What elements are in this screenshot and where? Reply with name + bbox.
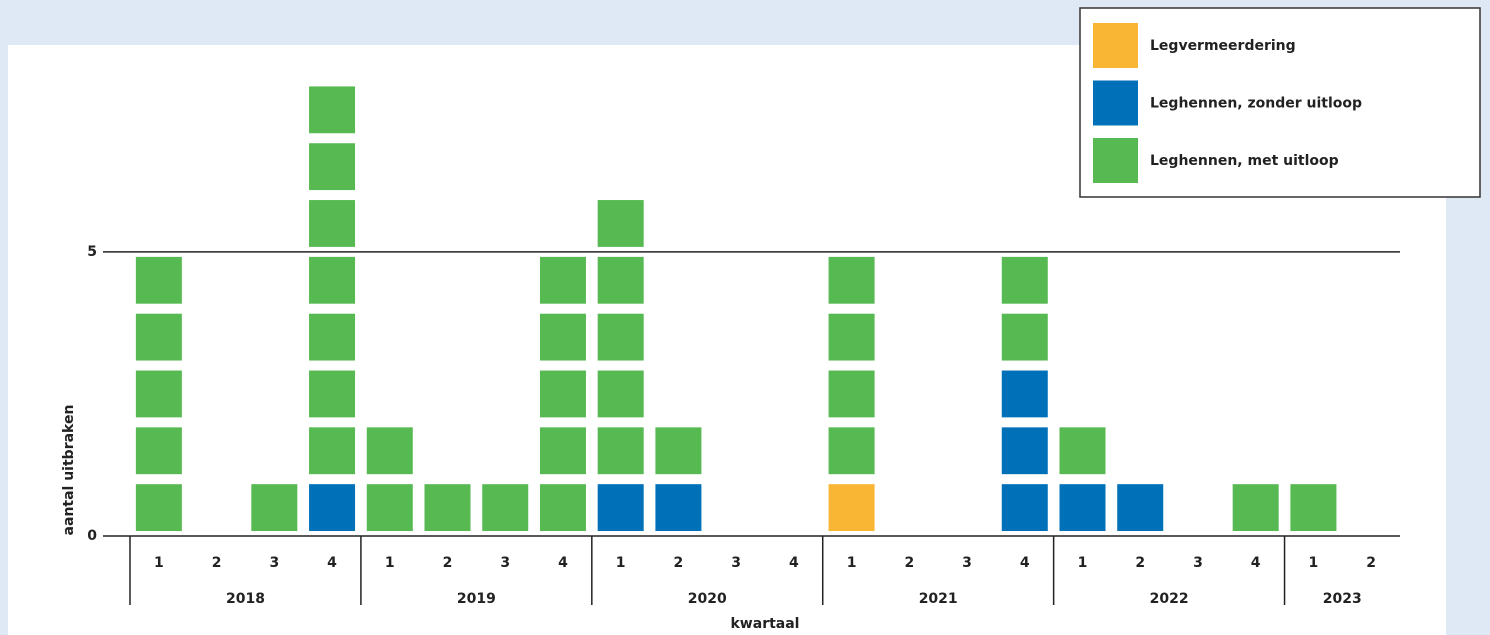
x-group-label: 2022 xyxy=(1150,591,1189,607)
unit-block xyxy=(655,427,702,475)
x-tick-label: 2 xyxy=(212,555,222,571)
unit-block xyxy=(1001,370,1048,418)
y-tick-label: 0 xyxy=(87,528,97,544)
unit-block xyxy=(135,484,182,531)
x-tick-label: 4 xyxy=(558,555,568,571)
x-group-label: 2019 xyxy=(457,591,496,607)
unit-block xyxy=(309,484,356,531)
unit-block xyxy=(1117,484,1164,531)
unit-block xyxy=(1290,484,1337,531)
unit-block xyxy=(539,370,586,418)
unit-block xyxy=(655,484,702,531)
unit-block xyxy=(366,484,413,531)
x-tick-label: 4 xyxy=(1251,555,1261,571)
x-tick-label: 4 xyxy=(327,555,337,571)
unit-block xyxy=(309,370,356,418)
x-tick-label: 1 xyxy=(385,555,395,571)
legend-label: Leghennen, zonder uitloop xyxy=(1150,96,1362,112)
x-group-label: 2018 xyxy=(226,591,265,607)
x-tick-label: 2 xyxy=(674,555,684,571)
unit-block xyxy=(1001,484,1048,531)
unit-block xyxy=(309,256,356,304)
x-tick-label: 4 xyxy=(789,555,799,571)
unit-block xyxy=(135,256,182,304)
unit-block xyxy=(597,200,644,247)
unit-block xyxy=(597,427,644,475)
x-tick-label: 3 xyxy=(1193,555,1203,571)
x-tick-label: 3 xyxy=(500,555,510,571)
unit-block xyxy=(539,256,586,304)
unit-block xyxy=(424,484,471,531)
x-tick-label: 3 xyxy=(962,555,972,571)
unit-block xyxy=(1232,484,1279,531)
legend-label: Leghennen, met uitloop xyxy=(1150,153,1339,169)
y-axis-title: aantal uitbraken xyxy=(61,405,77,536)
unit-block xyxy=(309,427,356,475)
unit-block xyxy=(309,313,356,361)
unit-block xyxy=(828,484,875,531)
legend-swatch xyxy=(1093,80,1138,126)
unit-block xyxy=(309,143,356,191)
unit-block xyxy=(309,86,356,134)
x-axis-title: kwartaal xyxy=(731,616,800,632)
legend-swatch xyxy=(1093,23,1138,68)
unit-block xyxy=(828,256,875,304)
unit-block xyxy=(135,370,182,418)
x-tick-label: 3 xyxy=(731,555,741,571)
x-tick-label: 1 xyxy=(154,555,164,571)
unit-block xyxy=(366,427,413,475)
x-tick-label: 2 xyxy=(1135,555,1145,571)
x-tick-label: 1 xyxy=(616,555,626,571)
legend-box xyxy=(1079,7,1481,198)
unit-block xyxy=(828,427,875,475)
x-tick-label: 2 xyxy=(443,555,453,571)
y-tick-label: 5 xyxy=(87,244,97,260)
unit-block xyxy=(828,370,875,418)
unit-block xyxy=(1059,484,1106,531)
unit-block xyxy=(539,313,586,361)
x-group-label: 2021 xyxy=(919,591,958,607)
x-tick-label: 1 xyxy=(1078,555,1088,571)
unit-block xyxy=(597,484,644,531)
unit-block xyxy=(1001,313,1048,361)
unit-block xyxy=(482,484,529,531)
unit-block xyxy=(135,427,182,475)
unit-block xyxy=(135,313,182,361)
legend-label: Legvermeerdering xyxy=(1150,38,1296,54)
x-tick-label: 4 xyxy=(1020,555,1030,571)
unit-block xyxy=(597,370,644,418)
legend-swatch xyxy=(1093,138,1138,183)
x-group-label: 2020 xyxy=(688,591,727,607)
unit-block xyxy=(1001,256,1048,304)
x-tick-label: 1 xyxy=(1309,555,1319,571)
unit-block xyxy=(539,427,586,475)
x-tick-label: 2 xyxy=(904,555,914,571)
unit-block xyxy=(251,484,298,531)
unit-block xyxy=(539,484,586,531)
unit-block xyxy=(597,256,644,304)
unit-block xyxy=(1001,427,1048,475)
x-tick-label: 3 xyxy=(269,555,279,571)
unit-block xyxy=(309,200,356,247)
unit-block xyxy=(828,313,875,361)
x-tick-label: 1 xyxy=(847,555,857,571)
unit-block xyxy=(597,313,644,361)
x-tick-label: 2 xyxy=(1366,555,1376,571)
x-group-label: 2023 xyxy=(1323,591,1362,607)
unit-block xyxy=(1059,427,1106,475)
